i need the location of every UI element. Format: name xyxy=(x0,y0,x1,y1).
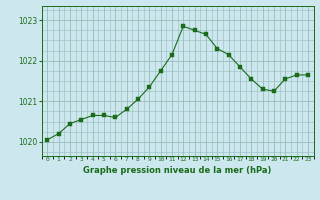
X-axis label: Graphe pression niveau de la mer (hPa): Graphe pression niveau de la mer (hPa) xyxy=(84,166,272,175)
